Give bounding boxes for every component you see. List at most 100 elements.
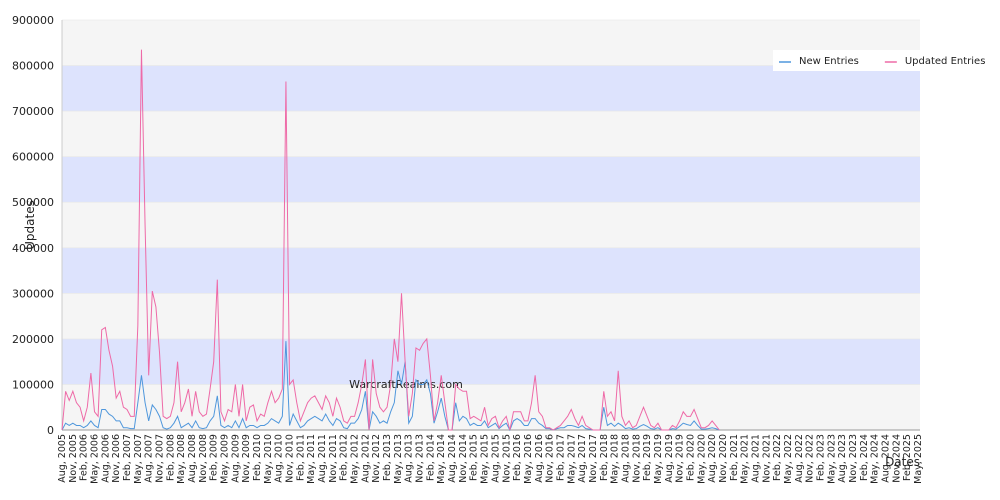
x-tick-label: Nov, 2010 — [285, 434, 296, 483]
x-tick-label: Aug, 2019 — [664, 434, 675, 483]
x-tick-label: Aug, 2021 — [750, 434, 761, 483]
x-tick-label: Nov, 2011 — [328, 434, 339, 483]
x-tick-label: May, 2006 — [90, 434, 101, 484]
x-tick-label: Nov, 2014 — [458, 434, 469, 483]
y-tick-label: 200000 — [12, 333, 54, 346]
x-tick-label: Aug, 2018 — [620, 434, 631, 483]
x-tick-label: May, 2013 — [393, 434, 404, 484]
x-tick-label: Aug, 2016 — [534, 434, 545, 483]
x-tick-label: Nov, 2007 — [155, 434, 166, 483]
x-tick-label: Aug, 2015 — [490, 434, 501, 483]
x-tick-label: May, 2024 — [870, 434, 881, 484]
y-tick-label: 100000 — [12, 378, 54, 391]
x-tick-label: Aug, 2005 — [57, 434, 68, 483]
x-tick-label: May, 2023 — [826, 434, 837, 484]
x-tick-label: Nov, 2006 — [111, 434, 122, 483]
x-tick-label: Aug, 2012 — [360, 434, 371, 483]
x-tick-label: Nov, 2019 — [675, 434, 686, 483]
y-tick-label: 800000 — [12, 60, 54, 73]
y-tick-label: 0 — [47, 424, 54, 437]
x-tick-label: Aug, 2007 — [144, 434, 155, 483]
x-tick-label: Feb, 2006 — [79, 434, 90, 481]
x-tick-label: May, 2015 — [480, 434, 491, 484]
x-tick-label: Nov, 2022 — [805, 434, 816, 483]
x-tick-label: Feb, 2009 — [209, 434, 220, 481]
x-tick-label: Feb, 2012 — [339, 434, 350, 481]
x-tick-label: Nov, 2020 — [718, 434, 729, 483]
x-tick-label: Feb, 2011 — [295, 434, 306, 481]
x-tick-label: May, 2014 — [436, 434, 447, 484]
x-tick-label: Feb, 2025 — [902, 434, 913, 481]
x-tick-label: Feb, 2021 — [729, 434, 740, 481]
x-tick-label: May, 2010 — [263, 434, 274, 484]
x-tick-label: May, 2011 — [306, 434, 317, 484]
y-tick-label: 600000 — [12, 151, 54, 164]
y-tick-label: 700000 — [12, 105, 54, 118]
legend-box — [773, 50, 985, 71]
x-tick-label: May, 2019 — [653, 434, 664, 484]
x-tick-label: Aug, 2006 — [100, 434, 111, 483]
x-tick-label: Nov, 2016 — [545, 434, 556, 483]
x-tick-label: Nov, 2024 — [891, 434, 902, 483]
grid-band — [62, 384, 920, 430]
grid-band — [62, 202, 920, 248]
x-tick-label: May, 2021 — [740, 434, 751, 484]
x-tick-label: Nov, 2013 — [415, 434, 426, 483]
grid-band — [62, 111, 920, 157]
x-tick-label: May, 2007 — [133, 434, 144, 484]
x-tick-label: Aug, 2014 — [447, 434, 458, 483]
x-tick-label: Feb, 2007 — [122, 434, 133, 481]
grid-band — [62, 338, 920, 385]
x-axis-label: Dates — [885, 455, 920, 469]
x-tick-label: Nov, 2009 — [241, 434, 252, 483]
x-tick-label: May, 2008 — [176, 434, 187, 484]
x-tick-label: Nov, 2008 — [198, 434, 209, 483]
plot-background — [62, 20, 920, 430]
series-line — [61, 341, 720, 432]
x-tick-label: Feb, 2010 — [252, 434, 263, 481]
x-tick-label: Nov, 2023 — [848, 434, 859, 483]
grid-band — [62, 156, 920, 203]
x-tick-label: Aug, 2023 — [837, 434, 848, 483]
x-tick-label: Feb, 2016 — [512, 434, 523, 481]
x-tick-label: Feb, 2014 — [425, 434, 436, 481]
x-tick-label: May, 2025 — [913, 434, 924, 484]
x-tick-label: May, 2020 — [696, 434, 707, 484]
x-tick-label: Feb, 2022 — [772, 434, 783, 481]
x-tick-label: Aug, 2013 — [404, 434, 415, 483]
legend-label: Updated Entries — [905, 56, 986, 67]
x-tick-label: Aug, 2020 — [707, 434, 718, 483]
grid-band — [62, 247, 920, 294]
x-tick-label: Feb, 2020 — [685, 434, 696, 481]
x-tick-label: Nov, 2012 — [371, 434, 382, 483]
x-tick-label: May, 2017 — [566, 434, 577, 484]
x-tick-label: Nov, 2018 — [631, 434, 642, 483]
x-tick-label: Feb, 2024 — [859, 434, 870, 481]
x-tick-label: Nov, 2005 — [68, 434, 79, 483]
x-tick-label: Aug, 2011 — [317, 434, 328, 483]
x-tick-label: Feb, 2023 — [815, 434, 826, 481]
x-tick-label: Feb, 2018 — [599, 434, 610, 481]
x-tick-label: Nov, 2017 — [588, 434, 599, 483]
series-line — [61, 49, 720, 431]
x-tick-label: Nov, 2015 — [501, 434, 512, 483]
y-tick-label: 500000 — [12, 196, 54, 209]
y-tick-label: 900000 — [12, 14, 54, 27]
x-tick-label: Aug, 2010 — [274, 434, 285, 483]
legend-label: New Entries — [799, 56, 859, 67]
grid-band — [62, 65, 920, 112]
x-tick-label: May, 2009 — [220, 434, 231, 484]
x-tick-label: Feb, 2008 — [165, 434, 176, 481]
y-axis-label: Updates — [23, 200, 37, 250]
x-tick-label: May, 2016 — [523, 434, 534, 484]
x-tick-label: Aug, 2024 — [880, 434, 891, 483]
x-tick-label: Aug, 2022 — [794, 434, 805, 483]
x-tick-label: May, 2018 — [610, 434, 621, 484]
x-tick-label: Aug, 2017 — [577, 434, 588, 483]
x-tick-label: Feb, 2017 — [555, 434, 566, 481]
grid-band — [62, 293, 920, 339]
x-tick-label: May, 2022 — [783, 434, 794, 484]
x-tick-label: May, 2012 — [350, 434, 361, 484]
y-tick-label: 400000 — [12, 242, 54, 255]
